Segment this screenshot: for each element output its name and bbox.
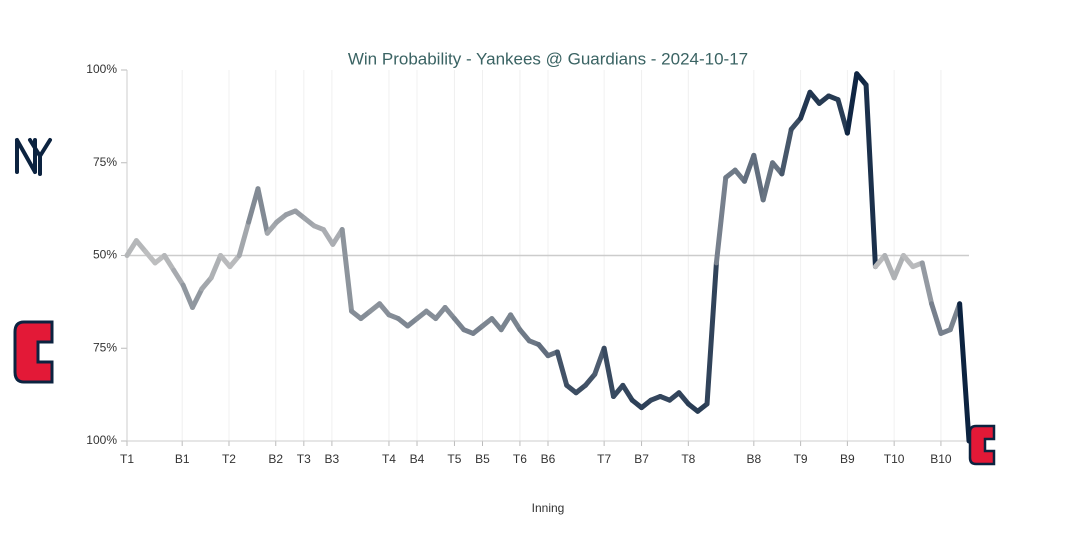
- x-tick-label: B7: [634, 452, 649, 466]
- line-segment: [508, 312, 523, 333]
- line-segment: [620, 382, 635, 403]
- line-segment: [236, 219, 252, 258]
- y-tick-label: 50%: [93, 248, 117, 262]
- x-tick-label: B5: [475, 452, 490, 466]
- line-segment: [255, 186, 270, 236]
- x-tick-label: T8: [681, 452, 695, 466]
- line-segment: [882, 253, 897, 281]
- chart-title: Win Probability - Yankees @ Guardians - …: [348, 49, 748, 68]
- line-segment: [798, 89, 813, 121]
- line-segment: [189, 286, 205, 310]
- x-tick-label: T10: [884, 452, 905, 466]
- line-segment: [339, 227, 355, 314]
- line-segment: [554, 349, 570, 388]
- line-segment: [779, 126, 794, 177]
- yankees-logo: [15, 138, 52, 176]
- line-segment: [171, 267, 186, 288]
- line-segment: [498, 312, 514, 333]
- x-tick-label: B1: [175, 452, 190, 466]
- x-tick-label: T4: [382, 452, 396, 466]
- line-segment: [863, 82, 878, 270]
- line-segment: [929, 301, 944, 336]
- line-segment: [320, 227, 336, 247]
- line-segment: [760, 160, 776, 203]
- x-tick-label: T2: [222, 452, 236, 466]
- x-tick-label: T1: [120, 452, 134, 466]
- x-tick-label: B9: [840, 452, 855, 466]
- x-axis-label: Inning: [532, 501, 565, 515]
- line-segment: [957, 301, 972, 444]
- line-segment: [601, 345, 616, 399]
- guardians-logo: [13, 320, 54, 384]
- x-tick-label: B4: [410, 452, 425, 466]
- x-tick-label: B8: [746, 452, 761, 466]
- line-segment: [704, 260, 719, 407]
- x-tick-label: T3: [297, 452, 311, 466]
- line-segment: [844, 71, 860, 136]
- y-tick-label: 75%: [93, 340, 117, 354]
- x-tick-label: B10: [930, 452, 952, 466]
- y-tick-label: 75%: [93, 155, 117, 169]
- y-tick-label: 100%: [86, 62, 117, 76]
- guardians-logo-end: [968, 424, 996, 466]
- line-segment: [891, 253, 907, 281]
- x-tick-label: T6: [513, 452, 527, 466]
- line-segment: [124, 238, 139, 258]
- y-tick-label: 100%: [86, 433, 117, 447]
- line-segment: [751, 152, 766, 203]
- x-tick-label: B3: [325, 452, 340, 466]
- line-segment: [208, 253, 224, 281]
- line-segment: [713, 175, 729, 266]
- x-tick-label: T5: [447, 452, 461, 466]
- x-tick-label: B2: [268, 452, 283, 466]
- x-tick-label: T9: [794, 452, 808, 466]
- line-segment: [180, 282, 195, 310]
- line-segment: [161, 253, 177, 273]
- x-tick-label: B6: [541, 452, 556, 466]
- x-tick-label: T7: [597, 452, 611, 466]
- line-segment: [246, 186, 261, 225]
- line-segment: [919, 260, 935, 307]
